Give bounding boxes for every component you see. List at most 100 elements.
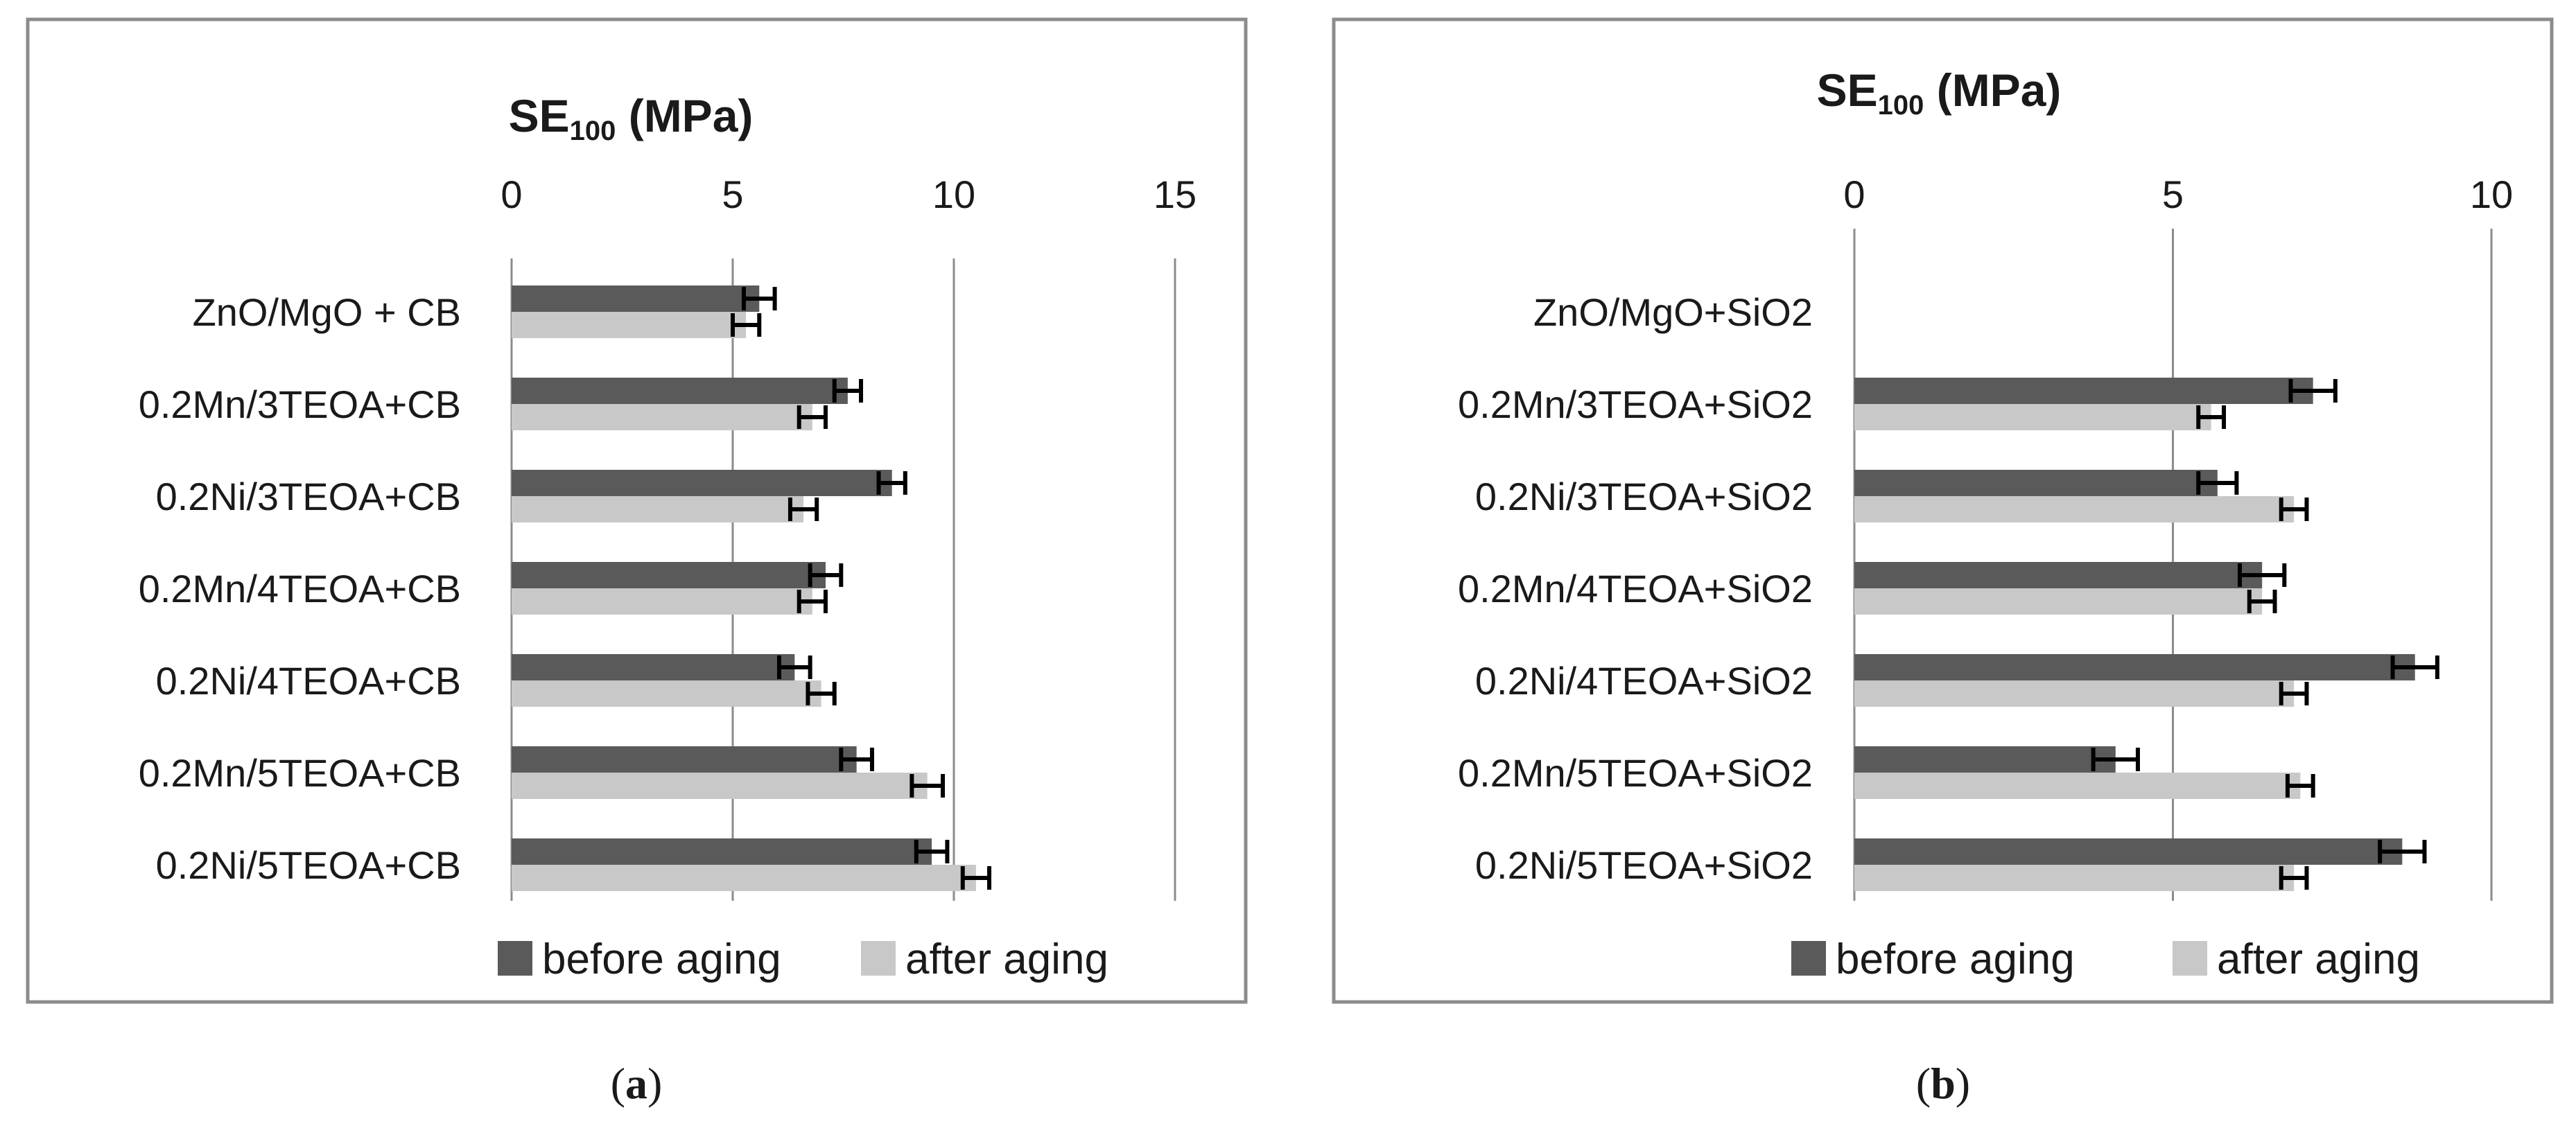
bar-after-aging	[1854, 865, 2295, 891]
bar-after-aging	[1854, 773, 2301, 799]
panel-a-title: SE100 (MPa)	[509, 90, 754, 146]
bar-after-aging	[1854, 496, 2295, 522]
bar-after-aging	[512, 312, 747, 338]
panel-a-category-labels: ZnO/MgO + CB 0.2Mn/3TEOA+CB 0.2Ni/3TEOA+CB…	[139, 290, 461, 887]
error-bar	[797, 405, 828, 429]
category-label: 0.2Ni/5TEOA+SiO2	[1475, 843, 1813, 887]
category-label: 0.2Mn/3TEOA+CB	[139, 382, 461, 426]
error-bar	[797, 590, 828, 613]
error-bar	[914, 840, 950, 863]
panel-a-bars	[512, 285, 992, 891]
category-label: 0.2Mn/3TEOA+SiO2	[1458, 382, 1813, 426]
panel-b-title: SE100 (MPa)	[1817, 64, 2062, 121]
x-tick-label: 0	[501, 173, 522, 216]
error-bar	[2279, 498, 2309, 521]
legend-swatch-after	[2173, 941, 2207, 976]
bar-before-aging	[1854, 654, 2415, 680]
bar-before-aging	[1854, 562, 2263, 588]
category-label: 0.2Mn/4TEOA+CB	[139, 567, 461, 610]
category-label: 0.2Ni/3TEOA+SiO2	[1475, 475, 1813, 518]
error-bar	[731, 313, 762, 337]
bar-before-aging	[1854, 378, 2313, 404]
panel-a-label-letter: a	[625, 1059, 647, 1108]
legend-swatch-after	[861, 941, 896, 976]
legend-label-after: after aging	[2217, 935, 2420, 983]
category-label: 0.2Ni/4TEOA+SiO2	[1475, 659, 1813, 703]
panel-b-title-main: SE	[1817, 64, 1878, 116]
panel-b-legend: before aging after aging	[1791, 935, 2420, 983]
panel-a-tick-labels: 0 5 10 15	[501, 173, 1196, 216]
legend-label-before: before aging	[542, 935, 781, 983]
category-label: 0.2Ni/4TEOA+CB	[156, 659, 461, 703]
panel-b-label: (b)	[1916, 1059, 1970, 1108]
bar-before-aging	[1854, 838, 2403, 865]
x-tick-label: 5	[722, 173, 743, 216]
error-bar	[787, 498, 819, 521]
legend-swatch-before	[498, 941, 532, 976]
error-bar	[2237, 563, 2287, 587]
error-bar	[2196, 405, 2227, 429]
category-label: 0.2Ni/5TEOA+CB	[156, 843, 461, 887]
legend-label-before: before aging	[1836, 935, 2075, 983]
error-bar	[2378, 840, 2427, 863]
bar-after-aging	[1854, 680, 2295, 707]
x-tick-label: 5	[2162, 173, 2184, 216]
category-label: 0.2Mn/5TEOA+CB	[139, 751, 461, 795]
bar-before-aging	[512, 378, 848, 404]
error-bar	[2279, 866, 2309, 890]
bar-after-aging	[512, 404, 812, 430]
error-bar	[2196, 471, 2239, 495]
panel-a-title-sub: 100	[570, 116, 616, 146]
bar-after-aging	[512, 680, 821, 707]
bar-before-aging	[512, 654, 795, 680]
error-bar	[839, 748, 874, 771]
error-bar	[2091, 748, 2140, 771]
bar-after-aging	[512, 496, 804, 522]
panel-b-title-unit: (MPa)	[1924, 64, 2061, 116]
error-bar	[776, 656, 812, 679]
panel-b: SE100 (MPa) 0 5 10 ZnO/MgO+SiO2 0.2Mn/3TEOA…	[1332, 17, 2554, 1004]
panel-a-title-unit: (MPa)	[616, 90, 753, 141]
category-label: 0.2Mn/4TEOA+SiO2	[1458, 567, 1813, 610]
x-tick-label: 15	[1154, 173, 1196, 216]
error-bar	[876, 471, 907, 495]
x-tick-label: 0	[1843, 173, 1865, 216]
legend-swatch-before	[1791, 941, 1826, 976]
bar-after-aging	[512, 588, 812, 615]
panel-a-legend: before aging after aging	[498, 935, 1108, 983]
error-bar	[2285, 774, 2315, 798]
bar-before-aging	[512, 470, 892, 496]
panel-b-bars	[1854, 378, 2439, 891]
category-label: 0.2Mn/5TEOA+SiO2	[1458, 751, 1813, 795]
error-bar	[741, 287, 777, 310]
bar-before-aging	[512, 285, 760, 312]
error-bar	[808, 563, 844, 587]
bar-before-aging	[512, 838, 932, 865]
error-bar	[960, 866, 992, 890]
panel-a-title-main: SE	[509, 90, 570, 141]
error-bar	[910, 774, 946, 798]
x-tick-label: 10	[932, 173, 975, 216]
bar-after-aging	[1854, 588, 2263, 615]
category-label: ZnO/MgO+SiO2	[1533, 290, 1813, 334]
bar-after-aging	[512, 773, 928, 799]
category-label: 0.2Ni/3TEOA+CB	[156, 475, 461, 518]
error-bar	[2288, 379, 2338, 403]
legend-label-after: after aging	[905, 935, 1108, 983]
panel-a: SE100 (MPa) 0 5 10 15 ZnO/MgO + CB 0.2Mn/3TE…	[26, 17, 1248, 1004]
panel-b-tick-labels: 0 5 10	[1843, 173, 2513, 216]
bar-after-aging	[1854, 404, 2211, 430]
panel-a-label: (a)	[611, 1059, 663, 1108]
error-bar	[2390, 656, 2439, 679]
category-label: ZnO/MgO + CB	[193, 290, 461, 334]
error-bar	[832, 379, 864, 403]
panel-b-title-sub: 100	[1878, 90, 1924, 121]
panel-b-label-letter: b	[1931, 1059, 1956, 1108]
error-bar	[2279, 682, 2309, 705]
panel-b-category-labels: ZnO/MgO+SiO2 0.2Mn/3TEOA+SiO2 0.2Ni/3TEOA+…	[1458, 290, 1813, 887]
bar-before-aging	[1854, 470, 2218, 496]
error-bar	[2247, 590, 2277, 613]
bar-after-aging	[512, 865, 976, 891]
x-tick-label: 10	[2470, 173, 2513, 216]
bar-before-aging	[1854, 746, 2116, 773]
